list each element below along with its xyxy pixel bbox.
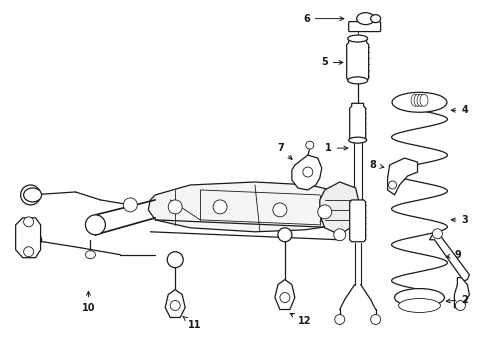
Polygon shape [165,289,185,318]
Text: 3: 3 [451,215,468,225]
Ellipse shape [24,188,42,202]
Text: 9: 9 [446,250,461,260]
Ellipse shape [24,233,42,247]
Circle shape [306,141,314,149]
FancyBboxPatch shape [349,22,381,32]
Polygon shape [350,200,366,242]
Circle shape [280,293,290,302]
Circle shape [318,205,332,219]
Ellipse shape [348,77,368,84]
Text: 4: 4 [451,105,468,115]
Polygon shape [454,278,469,310]
Ellipse shape [392,92,447,112]
Circle shape [303,167,313,177]
Circle shape [167,252,183,268]
Circle shape [21,230,41,250]
Text: 5: 5 [321,58,343,67]
Circle shape [123,198,137,212]
Ellipse shape [411,94,419,106]
Text: 6: 6 [303,14,344,24]
Ellipse shape [85,251,96,259]
Polygon shape [350,103,366,140]
Text: 12: 12 [290,314,311,327]
Text: 7: 7 [277,143,292,159]
Text: 8: 8 [369,160,384,170]
Polygon shape [347,39,368,80]
Polygon shape [429,232,469,282]
Ellipse shape [398,298,441,312]
Circle shape [85,215,105,235]
Text: 10: 10 [82,292,95,312]
Ellipse shape [420,94,428,106]
Circle shape [370,315,381,324]
Polygon shape [292,155,322,190]
Text: 1: 1 [325,143,348,153]
Circle shape [335,315,345,324]
Text: 2: 2 [446,294,468,305]
Ellipse shape [394,289,444,306]
Polygon shape [388,158,417,195]
Circle shape [24,247,34,257]
Circle shape [21,185,41,205]
Ellipse shape [348,35,368,42]
Polygon shape [16,218,41,258]
Circle shape [170,301,180,310]
Ellipse shape [349,137,367,143]
Polygon shape [275,280,295,310]
Ellipse shape [357,13,375,24]
Circle shape [334,229,346,241]
Circle shape [168,200,182,214]
Circle shape [213,200,227,214]
Ellipse shape [370,15,381,23]
Text: 11: 11 [183,316,202,330]
Circle shape [273,203,287,217]
Polygon shape [148,182,358,232]
Circle shape [278,228,292,242]
Circle shape [455,301,466,310]
Circle shape [24,217,34,227]
Circle shape [433,229,442,239]
Ellipse shape [417,94,425,106]
Circle shape [389,181,396,189]
Polygon shape [320,182,360,235]
Ellipse shape [414,94,422,106]
